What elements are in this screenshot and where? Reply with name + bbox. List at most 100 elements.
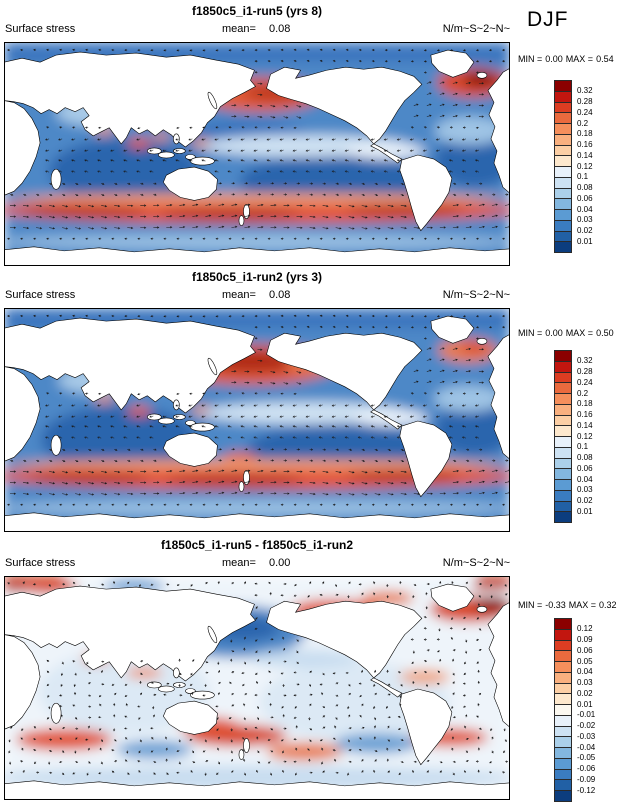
colorbar-tick-label: 0.12 [577, 624, 593, 634]
panel-title: f1850c5_i1-run5 (yrs 8) [191, 4, 323, 18]
colorbar-diff: 0.12 0.09 0.06 0.05 0.04 0.03 0.02 0.01 -0.01 -0.… [554, 618, 629, 802]
max-value: 0.32 [599, 600, 617, 610]
mean-value: 0.08 [268, 23, 291, 35]
mean-value: 0.08 [268, 289, 291, 301]
colorbar-tick-label: 0.03 [577, 485, 593, 495]
field-label: Surface stress [5, 557, 76, 569]
map-border [4, 308, 510, 532]
stress-vectors [7, 580, 509, 776]
colorbar-tick-label: 0.16 [577, 140, 593, 149]
min-value: 0.00 [545, 328, 563, 338]
map-run5 [4, 42, 510, 266]
max-label: MAX = [565, 328, 594, 338]
units-label: N/m~S~2~N~ [442, 289, 510, 301]
map-figure-run5 [4, 42, 510, 266]
colorbar-tick-label: 0.03 [577, 678, 593, 687]
max-label: MAX = [568, 600, 597, 610]
panel-run5: f1850c5_i1-run5 (yrs 8) Surface stress m… [4, 4, 510, 270]
colorbar-tick-label: 0.03 [577, 215, 593, 225]
colorbar-tick-label: 0.24 [577, 107, 593, 117]
colorbar-tick-label: 0.14 [577, 150, 593, 160]
minmax-run5: MIN = 0.00 MAX = 0.54 [518, 54, 643, 64]
colorbar-tick-label: 0.1 [577, 442, 589, 452]
colorbar-tick-label: 0.04 [577, 667, 593, 677]
colorbar-tick-label: 0.12 [577, 161, 593, 171]
colorbar-tick-label: 0.24 [577, 377, 593, 387]
colorbar-tick-label: 0.28 [577, 367, 593, 376]
colorbar-tick-label: 0.28 [577, 97, 593, 106]
min-value: 0.00 [545, 54, 563, 64]
mean-value: 0.00 [268, 557, 291, 569]
mean-readout: mean= 0.08 [222, 23, 290, 36]
colorbar-tick-label: 0.2 [577, 118, 589, 128]
map-border [4, 576, 510, 800]
colorbar-tick-label: 0.2 [577, 388, 589, 398]
colorbar-tick-label: 0.04 [577, 474, 593, 484]
colorbar-tick-label: 0.32 [577, 356, 593, 366]
colorbar-tick-label: 0.06 [577, 645, 593, 655]
colorbar-tick-label: 0.18 [577, 129, 593, 139]
colorbar-tick-label: 0.14 [577, 420, 593, 430]
colorbar-box [554, 511, 572, 523]
colorbar-tick-label: 0.05 [577, 656, 593, 666]
colorbar-tick-label: 0.12 [577, 431, 593, 441]
map-figure-run2 [4, 308, 510, 532]
colorbar-tick-label: -0.05 [577, 753, 596, 763]
field-label: Surface stress [5, 289, 76, 301]
colorbar-tick-label: 0.09 [577, 635, 593, 644]
field-label: Surface stress [5, 23, 76, 35]
min-label: MIN = [518, 54, 543, 64]
mean-label: mean= [222, 289, 256, 301]
colorbar-box [554, 241, 572, 253]
colorbar-tick-label: 0.01 [577, 236, 593, 246]
mean-readout: mean= 0.00 [222, 557, 290, 570]
mean-label: mean= [222, 23, 256, 35]
min-label: MIN = [518, 328, 543, 338]
minmax-diff: MIN = -0.33 MAX = 0.32 [518, 600, 643, 610]
max-value: 0.54 [596, 54, 614, 64]
panel-diff: f1850c5_i1-run5 - f1850c5_i1-run2 Surfac… [4, 538, 510, 804]
stress-vectors [7, 314, 510, 506]
mean-readout: mean= 0.08 [222, 289, 290, 302]
panel-title: f1850c5_i1-run5 - f1850c5_i1-run2 [160, 538, 354, 552]
min-label: MIN = [518, 600, 543, 610]
season-label: DJF [527, 8, 569, 31]
mean-label: mean= [222, 557, 256, 569]
colorbar-tick-label: 0.02 [577, 688, 593, 698]
colorbar-tick-label: 0.02 [577, 496, 593, 505]
map-diff [4, 576, 510, 800]
map-figure-diff [4, 576, 510, 800]
units-label: N/m~S~2~N~ [442, 23, 510, 35]
colorbar-tick-label: 0.02 [577, 226, 593, 235]
colorbar-tick-label: 0.1 [577, 172, 589, 182]
colorbar-tick-label: -0.09 [577, 774, 596, 784]
min-value: -0.33 [545, 600, 566, 610]
colorbar-tick-label: 0.06 [577, 193, 593, 203]
colorbar-tick-label: 0.01 [577, 699, 593, 709]
stress-vectors [7, 48, 510, 240]
max-value: 0.50 [596, 328, 614, 338]
colorbar-box [554, 790, 572, 802]
colorbar-tick-label: 0.08 [577, 183, 593, 192]
colorbar-tick-label: 0.06 [577, 463, 593, 473]
colorbar-tick-label: -0.04 [577, 742, 596, 752]
colorbar-tick-label: 0.18 [577, 399, 593, 409]
max-label: MAX = [565, 54, 594, 64]
colorbar-tick-label: 0.08 [577, 453, 593, 462]
colorbar-run2: 0.32 0.28 0.24 0.2 0.18 0.16 0.14 0.12 0.1 0.08 0.… [554, 350, 629, 523]
colorbar-tick-label: -0.12 [577, 785, 596, 795]
units-label: N/m~S~2~N~ [442, 557, 510, 569]
minmax-run2: MIN = 0.00 MAX = 0.50 [518, 328, 643, 338]
panel-run2: f1850c5_i1-run2 (yrs 3) Surface stress m… [4, 270, 510, 536]
colorbar-tick-label: -0.01 [577, 710, 596, 720]
map-border [4, 42, 510, 266]
colorbar-tick-label: 0.01 [577, 506, 593, 516]
panel-title: f1850c5_i1-run2 (yrs 3) [191, 270, 323, 284]
colorbar-tick-label: 0.32 [577, 86, 593, 96]
colorbar-tick-label: -0.03 [577, 731, 596, 741]
colorbar-tick-label: 0.04 [577, 204, 593, 214]
colorbar-run5: 0.32 0.28 0.24 0.2 0.18 0.16 0.14 0.12 0.1 0.08 0.… [554, 80, 629, 253]
map-run2 [4, 308, 510, 532]
colorbar-tick-label: -0.06 [577, 764, 596, 773]
